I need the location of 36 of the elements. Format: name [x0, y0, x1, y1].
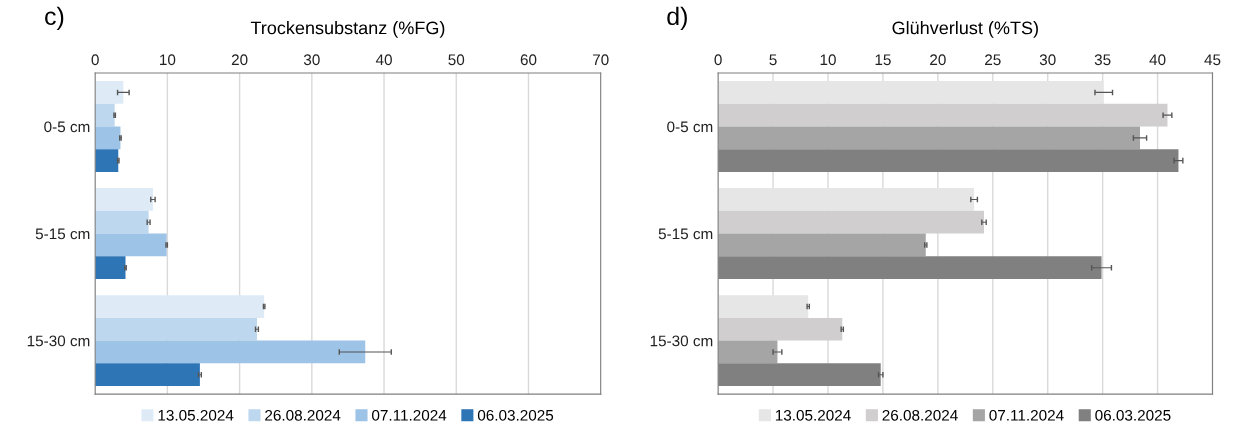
chart-title: Trockensubstanz (%FG): [250, 21, 445, 38]
y-tick-label: 15-30 cm: [27, 335, 90, 347]
legend-label: 26.08.2024: [882, 409, 958, 421]
legend-label: 07.11.2024: [372, 409, 447, 421]
y-tick-label: 15-30 cm: [650, 335, 713, 347]
x-tick-label: 60: [520, 54, 537, 66]
x-tick-label: 0: [91, 54, 99, 66]
y-tick-label: 0-5 cm: [44, 121, 90, 133]
x-tick-label: 35: [1094, 54, 1111, 66]
text: c): [45, 6, 64, 31]
x-tick-label: 10: [160, 54, 176, 66]
y-tick-label: 0-5 cm: [667, 121, 713, 133]
x-tick-label: 40: [375, 54, 392, 66]
legend-label: 13.05.2024: [775, 409, 851, 421]
legend-label: 26.08.2024: [265, 409, 341, 421]
x-tick-label: 45: [1204, 54, 1221, 66]
x-tick-label: 70: [592, 54, 609, 66]
x-tick-label: 20: [930, 54, 946, 66]
y-tick-label: 5-15 cm: [658, 228, 713, 240]
x-tick-label: 10: [820, 54, 836, 66]
x-tick-label: 50: [448, 54, 465, 66]
legend-label: 13.05.2024: [158, 409, 234, 421]
x-tick-label: 0: [714, 54, 722, 66]
x-tick-label: 40: [1149, 54, 1166, 66]
chart-title: Glühverlust (%TS): [892, 21, 1038, 38]
y-tick-label: 5-15 cm: [35, 228, 90, 240]
x-tick-label: 15: [875, 54, 891, 66]
x-tick-label: 30: [303, 54, 320, 66]
legend-label: 06.03.2025: [477, 409, 554, 421]
legend-label: 07.11.2024: [989, 409, 1064, 421]
x-tick-label: 5: [769, 54, 777, 66]
x-tick-label: 25: [985, 54, 1001, 66]
text: d): [667, 6, 687, 31]
x-tick-label: 20: [231, 54, 248, 66]
x-tick-label: 30: [1039, 54, 1056, 66]
legend-label: 06.03.2025: [1095, 409, 1171, 421]
